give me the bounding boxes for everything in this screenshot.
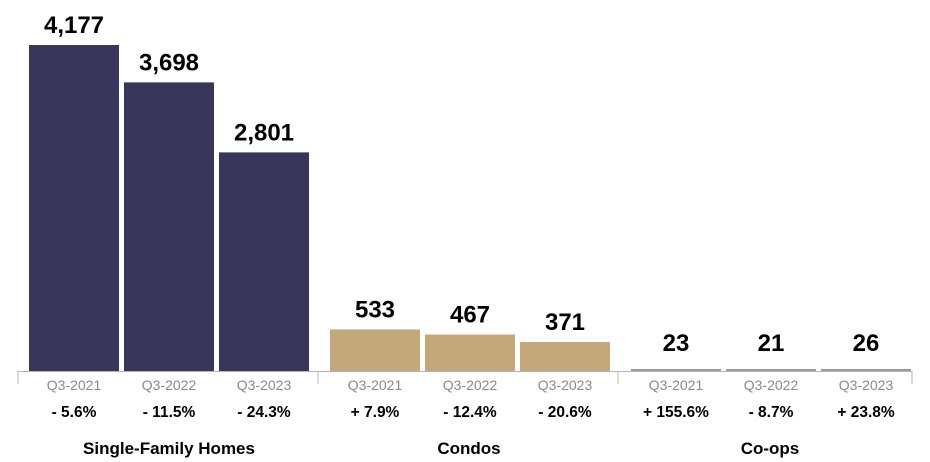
bar — [631, 369, 721, 371]
period-label: Q3-2022 — [744, 377, 799, 393]
bar — [124, 82, 214, 371]
group-label: Co-ops — [741, 439, 800, 458]
percent-change-label: - 24.3% — [237, 404, 291, 421]
bar-value-label: 467 — [450, 302, 490, 329]
period-label: Q3-2023 — [237, 377, 292, 393]
percent-change-label: - 20.6% — [538, 404, 592, 421]
bar-value-label: 23 — [663, 330, 690, 357]
bar — [29, 45, 119, 371]
period-label: Q3-2022 — [142, 377, 197, 393]
bar-value-label: 21 — [758, 330, 785, 357]
percent-change-label: + 23.8% — [837, 404, 895, 421]
period-label: Q3-2021 — [47, 377, 102, 393]
bar — [520, 342, 610, 371]
bar-value-label: 371 — [545, 309, 585, 336]
group-label: Condos — [437, 439, 500, 458]
period-label: Q3-2023 — [839, 377, 894, 393]
percent-change-label: - 11.5% — [143, 404, 196, 421]
percent-change-label: - 5.6% — [52, 404, 97, 421]
percent-change-label: + 7.9% — [351, 404, 400, 421]
bar-value-label: 4,177 — [44, 12, 104, 39]
bars-layer: 4,177 Q3-2021 - 5.6% 3,698 Q3-2022 - 11.5% 2,8… — [29, 12, 911, 458]
percent-change-label: + 155.6% — [643, 404, 709, 421]
percent-change-label: - 8.7% — [749, 404, 794, 421]
bar-value-label: 2,801 — [234, 119, 294, 146]
bar — [821, 368, 911, 371]
percent-change-label: - 12.4% — [443, 404, 497, 421]
period-label: Q3-2023 — [538, 377, 593, 393]
bar-value-label: 26 — [853, 330, 880, 357]
bar — [425, 334, 515, 371]
group-label: Single-Family Homes — [83, 439, 255, 458]
period-label: Q3-2022 — [443, 377, 498, 393]
period-label: Q3-2021 — [348, 377, 403, 393]
bar-value-label: 3,698 — [139, 49, 199, 76]
bar-value-label: 533 — [355, 296, 395, 323]
bar — [330, 329, 420, 371]
period-label: Q3-2021 — [649, 377, 704, 393]
bar — [219, 152, 309, 371]
bar — [726, 369, 816, 371]
